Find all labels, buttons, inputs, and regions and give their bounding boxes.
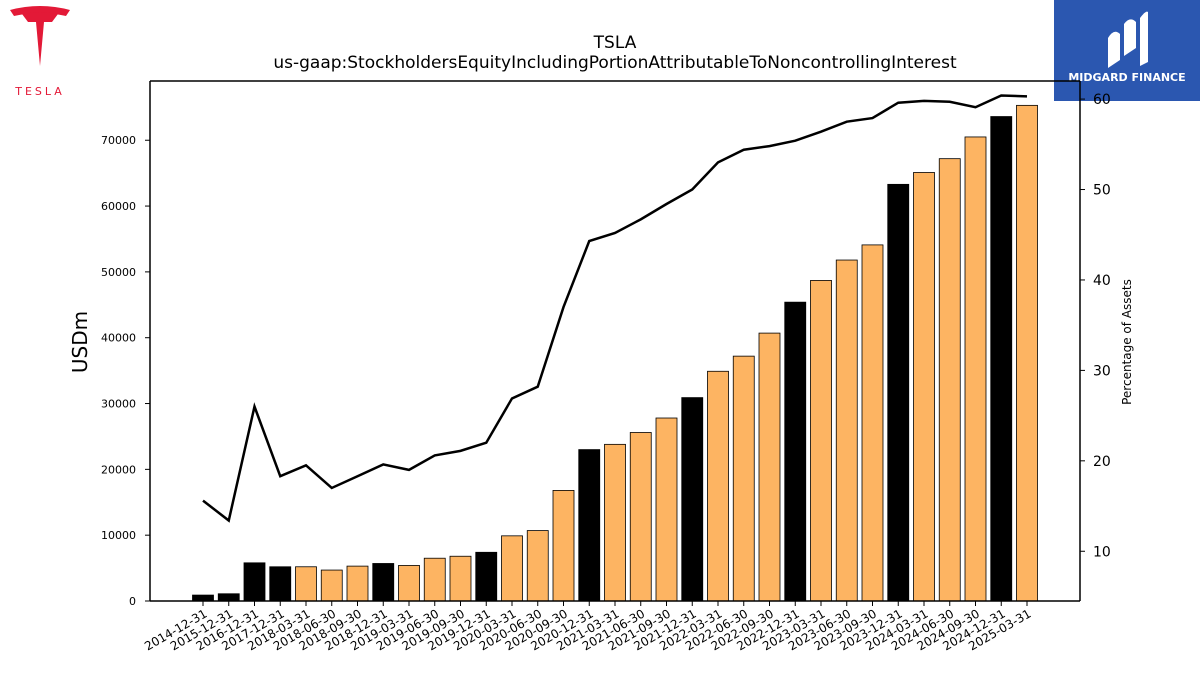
tesla-wordmark: TESLA [14,85,65,98]
percentage-of-assets-line [202,94,1028,523]
bar-2023-03-31 [810,280,832,602]
bar-2020-06-30 [526,530,549,602]
y-tick-label: 30000 [101,398,136,411]
x-axis-ticks: 2014-12-312015-12-312016-12-312017-12-31… [142,601,1034,653]
bar-2018-09-30 [346,565,369,602]
bar-2021-03-31 [604,443,626,602]
bar-2024-09-30 [964,136,987,602]
bar-2019-12-31 [475,551,498,602]
y-tick-label: 70000 [101,134,136,147]
bar-2023-09-30 [861,244,884,602]
bar-2024-12-31 [990,116,1013,602]
bar-2023-12-31 [887,183,910,602]
bar-2018-03-31 [295,566,317,602]
y-tick-label: 40000 [101,332,136,345]
y2-tick-label: 30 [1093,363,1111,379]
bar-series [192,104,1038,602]
bar-2014-12-31 [192,594,214,602]
bar-2022-09-30 [758,332,781,602]
y2-tick-label: 10 [1093,544,1111,560]
bar-2021-09-30 [655,417,678,602]
bar-2019-06-30 [423,557,446,602]
chart-title: TSLA [593,33,637,53]
bar-2022-03-31 [707,370,729,602]
bar-2020-12-31 [578,449,601,602]
chart-subtitle: us-gaap:StockholdersEquityIncludingPorti… [273,53,957,73]
line-series [202,94,1028,523]
bar-2020-09-30 [552,490,575,602]
bar-2022-06-30 [732,355,755,602]
y2-tick-label: 20 [1093,454,1111,470]
bar-2019-09-30 [449,555,472,602]
bar-2022-12-31 [784,301,807,602]
y2-tick-label: 60 [1093,92,1111,108]
bar-2021-12-31 [681,397,704,602]
y-tick-label: 0 [129,595,136,608]
y-tick-label: 60000 [101,200,136,213]
y2-tick-label: 50 [1093,183,1111,199]
y-axis-label: USDm [68,311,92,373]
midgard-wordmark: MIDGARD FINANCE [1068,71,1185,84]
tesla-logo: TESLA [10,6,70,98]
bar-2021-06-30 [629,432,652,602]
y2-tick-label: 40 [1093,273,1111,289]
bar-2017-12-31 [269,566,292,602]
y2-axis-ticks: 10 20 30 40 50 60 [1080,92,1111,560]
bar-2023-06-30 [835,259,858,602]
bar-2019-03-31 [398,565,420,602]
y-axis-ticks: 0 10000 20000 30000 40000 50000 60000 70000 [101,134,150,608]
bar-2018-06-30 [320,569,343,602]
y-tick-label: 50000 [101,266,136,279]
midgard-finance-logo: MIDGARD FINANCE [1054,0,1200,101]
y-tick-label: 10000 [101,529,136,542]
y2-axis-label: Percentage of Assets [1120,279,1134,405]
bar-2024-06-30 [938,158,961,602]
bar-2025-03-31 [1016,104,1038,602]
bar-2015-12-31 [217,593,240,602]
bar-2024-03-31 [913,172,935,602]
y-tick-label: 20000 [101,463,136,476]
bar-2020-03-31 [501,535,523,602]
bar-2018-12-31 [372,563,395,602]
bar-2016-12-31 [243,562,266,602]
